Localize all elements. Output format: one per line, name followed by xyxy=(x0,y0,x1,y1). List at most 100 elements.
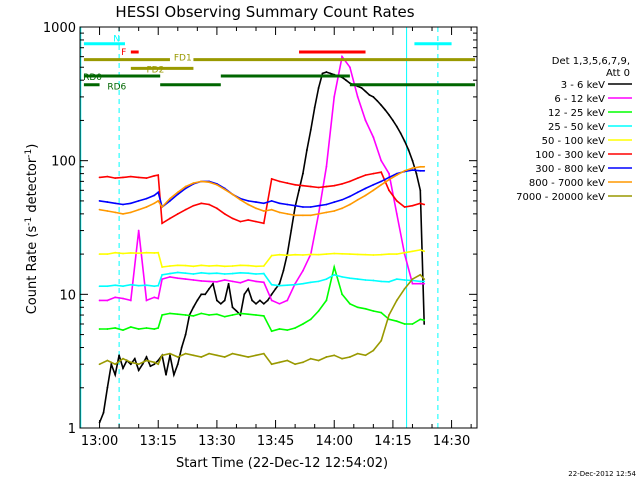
data-point xyxy=(266,299,269,302)
data-point xyxy=(106,253,109,255)
data-point xyxy=(157,191,160,194)
series-line xyxy=(99,166,425,217)
data-point xyxy=(192,204,195,207)
data-point xyxy=(208,265,210,267)
legend-label: 300 - 800 keV xyxy=(535,164,605,175)
y-axis-label-sup1: -1 xyxy=(24,217,34,226)
data-point xyxy=(364,174,367,176)
data-point xyxy=(192,306,195,309)
data-point xyxy=(157,363,160,366)
data-point xyxy=(114,363,117,366)
data-point xyxy=(356,278,359,281)
data-point xyxy=(274,287,277,290)
data-point xyxy=(98,208,101,211)
data-point xyxy=(153,252,156,254)
overlay-bar-label-N: N xyxy=(113,35,120,45)
overlay-bar-label-RD0: RD0 xyxy=(83,73,102,83)
data-point xyxy=(223,299,226,302)
data-point xyxy=(122,357,124,360)
data-point xyxy=(184,264,187,267)
data-point xyxy=(333,201,336,203)
data-point xyxy=(129,299,132,302)
data-point xyxy=(169,200,171,202)
data-point xyxy=(364,187,367,190)
data-point xyxy=(255,207,257,210)
data-point xyxy=(395,200,398,202)
data-point xyxy=(153,194,156,197)
data-point xyxy=(286,203,289,206)
series-line xyxy=(99,249,425,268)
data-point xyxy=(419,202,422,205)
data-point xyxy=(356,306,359,309)
data-point xyxy=(423,282,426,285)
data-point xyxy=(247,356,250,358)
series-50-100keV xyxy=(98,248,426,268)
data-point xyxy=(176,212,179,215)
data-point xyxy=(223,273,226,275)
data-point xyxy=(380,311,383,314)
data-point xyxy=(137,208,140,211)
data-point xyxy=(122,203,124,206)
data-point xyxy=(411,278,414,281)
data-point xyxy=(200,264,203,267)
data-point xyxy=(423,319,426,322)
data-point xyxy=(208,280,210,283)
legend-header: Det 1,3,5,6,7,9, xyxy=(552,56,630,67)
data-point xyxy=(348,180,351,183)
data-point xyxy=(364,119,367,122)
data-point xyxy=(372,172,375,175)
data-point xyxy=(137,200,140,202)
data-point xyxy=(294,253,297,256)
data-point xyxy=(98,253,101,255)
data-point xyxy=(411,282,414,285)
data-point xyxy=(262,272,265,275)
data-point xyxy=(419,318,422,321)
data-point xyxy=(419,169,422,172)
data-point xyxy=(388,172,390,175)
data-point xyxy=(388,280,390,283)
data-point xyxy=(106,359,109,362)
data-point xyxy=(395,278,398,281)
data-point xyxy=(333,184,336,187)
data-point xyxy=(247,219,250,221)
data-point xyxy=(176,363,179,366)
data-point xyxy=(262,202,265,205)
data-point xyxy=(122,252,124,255)
data-point xyxy=(239,354,242,357)
data-point xyxy=(169,197,171,200)
data-point xyxy=(176,193,179,196)
data-point xyxy=(176,356,179,358)
data-point xyxy=(309,253,312,256)
legend-label: 50 - 100 keV xyxy=(542,136,606,147)
data-point xyxy=(403,206,406,208)
data-point xyxy=(345,79,347,82)
data-point xyxy=(200,202,203,205)
data-point xyxy=(239,281,242,284)
data-point xyxy=(129,252,132,254)
data-point xyxy=(200,280,203,282)
data-point xyxy=(145,284,148,287)
data-point xyxy=(423,250,426,253)
data-point xyxy=(286,284,289,287)
data-point xyxy=(348,66,351,69)
data-point xyxy=(161,278,164,281)
data-point xyxy=(114,327,117,329)
data-point xyxy=(122,212,124,215)
data-point xyxy=(114,211,117,214)
data-point xyxy=(278,180,281,183)
data-point xyxy=(184,314,187,316)
data-point xyxy=(302,269,304,272)
data-point xyxy=(106,328,109,330)
data-point xyxy=(317,87,320,89)
data-point xyxy=(262,302,265,305)
data-point xyxy=(294,363,297,366)
data-point xyxy=(106,299,109,302)
data-point xyxy=(255,265,257,268)
data-point xyxy=(192,265,195,268)
data-point xyxy=(247,200,250,202)
series-12-25keV xyxy=(98,263,426,333)
data-point xyxy=(423,165,426,168)
x-tick-label: 14:30 xyxy=(433,434,470,449)
data-point xyxy=(153,328,156,330)
